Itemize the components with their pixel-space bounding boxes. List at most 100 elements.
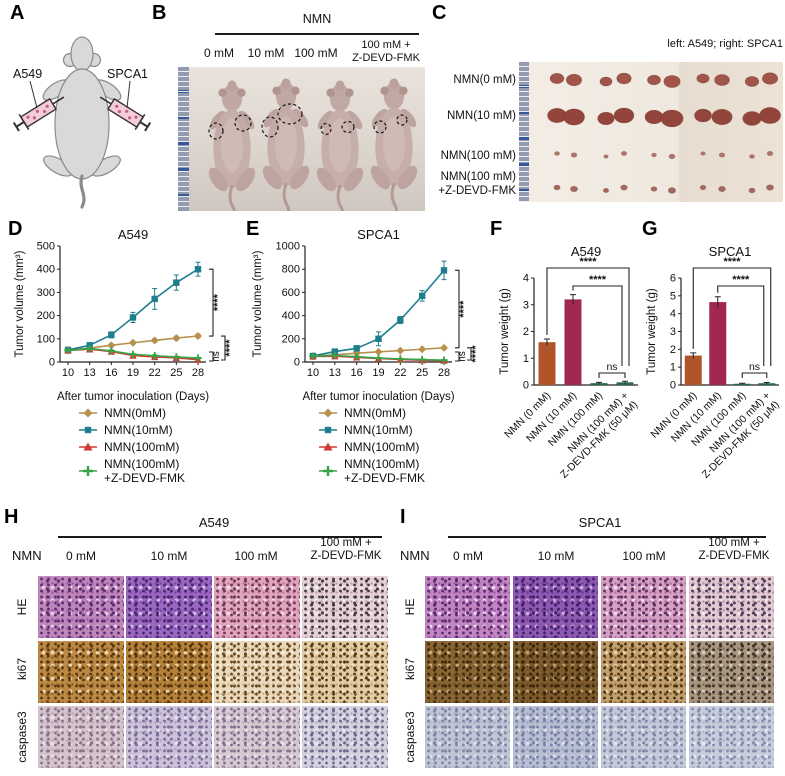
panelI-col-100mM: 100 mM: [622, 549, 666, 563]
chart-SPCA1-tumor-volume: SPCA1 Tumor volume (mm³) 0 200 400 600 800 1000…: [252, 227, 482, 403]
ruler: [519, 62, 529, 202]
svg-text:5: 5: [670, 290, 676, 302]
svg-text:200: 200: [282, 333, 300, 345]
svg-text:Tumor volume (mm³): Tumor volume (mm³): [252, 250, 264, 357]
panelI-rowlabel-HE: HE: [403, 598, 417, 616]
histology-SPCA1-ki67-0mM: [425, 641, 510, 703]
panel-label-D: D: [8, 218, 23, 240]
panelH-rowlabel-HE: HE: [15, 598, 29, 616]
panelI-underline: [448, 536, 766, 538]
histology-A549-ki67-100mM-zdevd: [302, 641, 388, 703]
svg-text:28: 28: [438, 367, 450, 379]
mouse-body: [42, 36, 122, 209]
svg-text:****: ****: [224, 339, 236, 357]
legend-item-10mM: NMN(10mM): [318, 423, 425, 437]
histology-SPCA1-HE-100mM-zdevd: [689, 576, 774, 638]
legend-label: NMN(0mM): [104, 406, 166, 420]
histology-A549-caspase3-0mM: [38, 706, 124, 768]
mice-photo-drawing: [203, 76, 423, 211]
histology-SPCA1-HE-10mM: [513, 576, 598, 638]
histology-A549-ki67-10mM: [126, 641, 212, 703]
mice-photo: [178, 67, 425, 211]
panelC-tumors-svg: [547, 72, 781, 194]
plus-marker-icon: [319, 466, 337, 476]
svg-text:500: 500: [37, 241, 55, 253]
histology-SPCA1-caspase3-100mM-zdevd: [689, 706, 774, 768]
svg-text:10: 10: [62, 367, 74, 379]
legend-label: NMN(10mM): [344, 423, 413, 437]
svg-text:After tumor inoculation (Days): After tumor inoculation (Days): [57, 391, 209, 403]
panelI-rowlabel-ki67: ki67: [403, 658, 417, 681]
svg-text:200: 200: [37, 310, 55, 322]
panelC-caption: left: A549; right: SPCA1: [667, 38, 783, 50]
svg-text:28: 28: [192, 367, 204, 379]
svg-text:A549: A549: [118, 227, 148, 242]
chart-A549-tumor-volume: A549 Tumor volume (mm³) 0 100 200 300 400 500 10…: [14, 227, 236, 403]
svg-text:100: 100: [37, 333, 55, 345]
panelB-group-title: NMN: [302, 12, 332, 26]
svg-text:16: 16: [351, 367, 363, 379]
svg-text:ns: ns: [606, 361, 617, 373]
histology-SPCA1-ki67-10mM: [513, 641, 598, 703]
svg-text:800: 800: [282, 264, 300, 276]
legend-item-100mM: NMN(100mM): [78, 440, 185, 454]
svg-text:****: ****: [458, 300, 470, 318]
svg-text:After tumor inoculation (Days): After tumor inoculation (Days): [302, 391, 454, 403]
svg-text:0: 0: [670, 380, 676, 392]
svg-text:3: 3: [523, 299, 529, 311]
svg-text:****: ****: [732, 274, 750, 286]
mouse-injection-diagram: A549 SPCA1: [10, 36, 154, 209]
panelH-col-100mM: 100 mM: [234, 549, 278, 563]
legend-D: NMN(0mM) NMN(10mM) NMN(100mM) NMN(100mM)…: [78, 406, 185, 485]
svg-text:Z-DEVD-FMK (50 μM): Z-DEVD-FMK (50 μM): [700, 399, 782, 481]
svg-text:19: 19: [372, 367, 384, 379]
histology-A549-ki67-0mM: [38, 641, 124, 703]
panel-label-B: B: [152, 2, 167, 24]
svg-text:****: ****: [579, 256, 597, 268]
svg-text:****: ****: [589, 274, 607, 286]
svg-text:25: 25: [416, 367, 428, 379]
panelB-dose-10mM: 10 mM: [247, 46, 285, 60]
svg-text:Z-DEVD-FMK (50 μM): Z-DEVD-FMK (50 μM): [558, 399, 640, 481]
panelC-row-100mM: NMN(100 mM): [440, 150, 516, 162]
panelI-col-100mM-zdevd: 100 mM + Z-DEVD-FMK: [698, 537, 770, 563]
histology-A549-HE-100mM-zdevd: [302, 576, 388, 638]
legend-label: NMN(100mM): [104, 440, 180, 454]
panelH-col-10mM: 10 mM: [150, 549, 188, 563]
legend-item-0mM: NMN(0mM): [318, 406, 425, 420]
svg-text:0: 0: [523, 380, 529, 392]
histology-SPCA1-ki67-100mM-zdevd: [689, 641, 774, 703]
panel-label-G: G: [642, 218, 658, 240]
svg-text:25: 25: [170, 367, 182, 379]
svg-text:1: 1: [523, 353, 529, 365]
svg-text:Tumor volume (mm³): Tumor volume (mm³): [14, 250, 26, 357]
svg-text:400: 400: [37, 264, 55, 276]
triangle-marker-icon: [319, 442, 337, 451]
legend-label: NMN(10mM): [104, 423, 173, 437]
svg-text:ns: ns: [211, 351, 222, 362]
svg-text:22: 22: [149, 367, 161, 379]
histology-A549-caspase3-100mM: [214, 706, 300, 768]
legend-item-100mM-zdevd: NMN(100mM) +Z-DEVD-FMK: [78, 457, 185, 485]
svg-text:400: 400: [282, 310, 300, 322]
panel-label-H: H: [4, 506, 19, 528]
histology-SPCA1-HE-0mM: [425, 576, 510, 638]
svg-text:****: ****: [723, 256, 741, 268]
panelH-rowlabel-caspase3: caspase3: [15, 711, 29, 763]
legend-item-0mM: NMN(0mM): [78, 406, 185, 420]
panelI-col-0mM: 0 mM: [453, 549, 483, 563]
histology-SPCA1-ki67-100mM: [601, 641, 686, 703]
svg-text:****: ****: [470, 345, 482, 363]
panelC-row-10mM: NMN(10 mM): [447, 110, 516, 122]
panel-label-C: C: [432, 2, 447, 24]
histology-A549-caspase3-100mM-zdevd: [302, 706, 388, 768]
diamond-marker-icon: [79, 408, 97, 418]
panelI-rowlabel-caspase3: caspase3: [403, 711, 417, 763]
histology-SPCA1-HE-100mM: [601, 576, 686, 638]
spca1-syringe-label: SPCA1: [107, 67, 148, 81]
svg-text:SPCA1: SPCA1: [709, 244, 752, 259]
svg-text:0: 0: [49, 357, 55, 369]
histology-A549-ki67-100mM: [214, 641, 300, 703]
